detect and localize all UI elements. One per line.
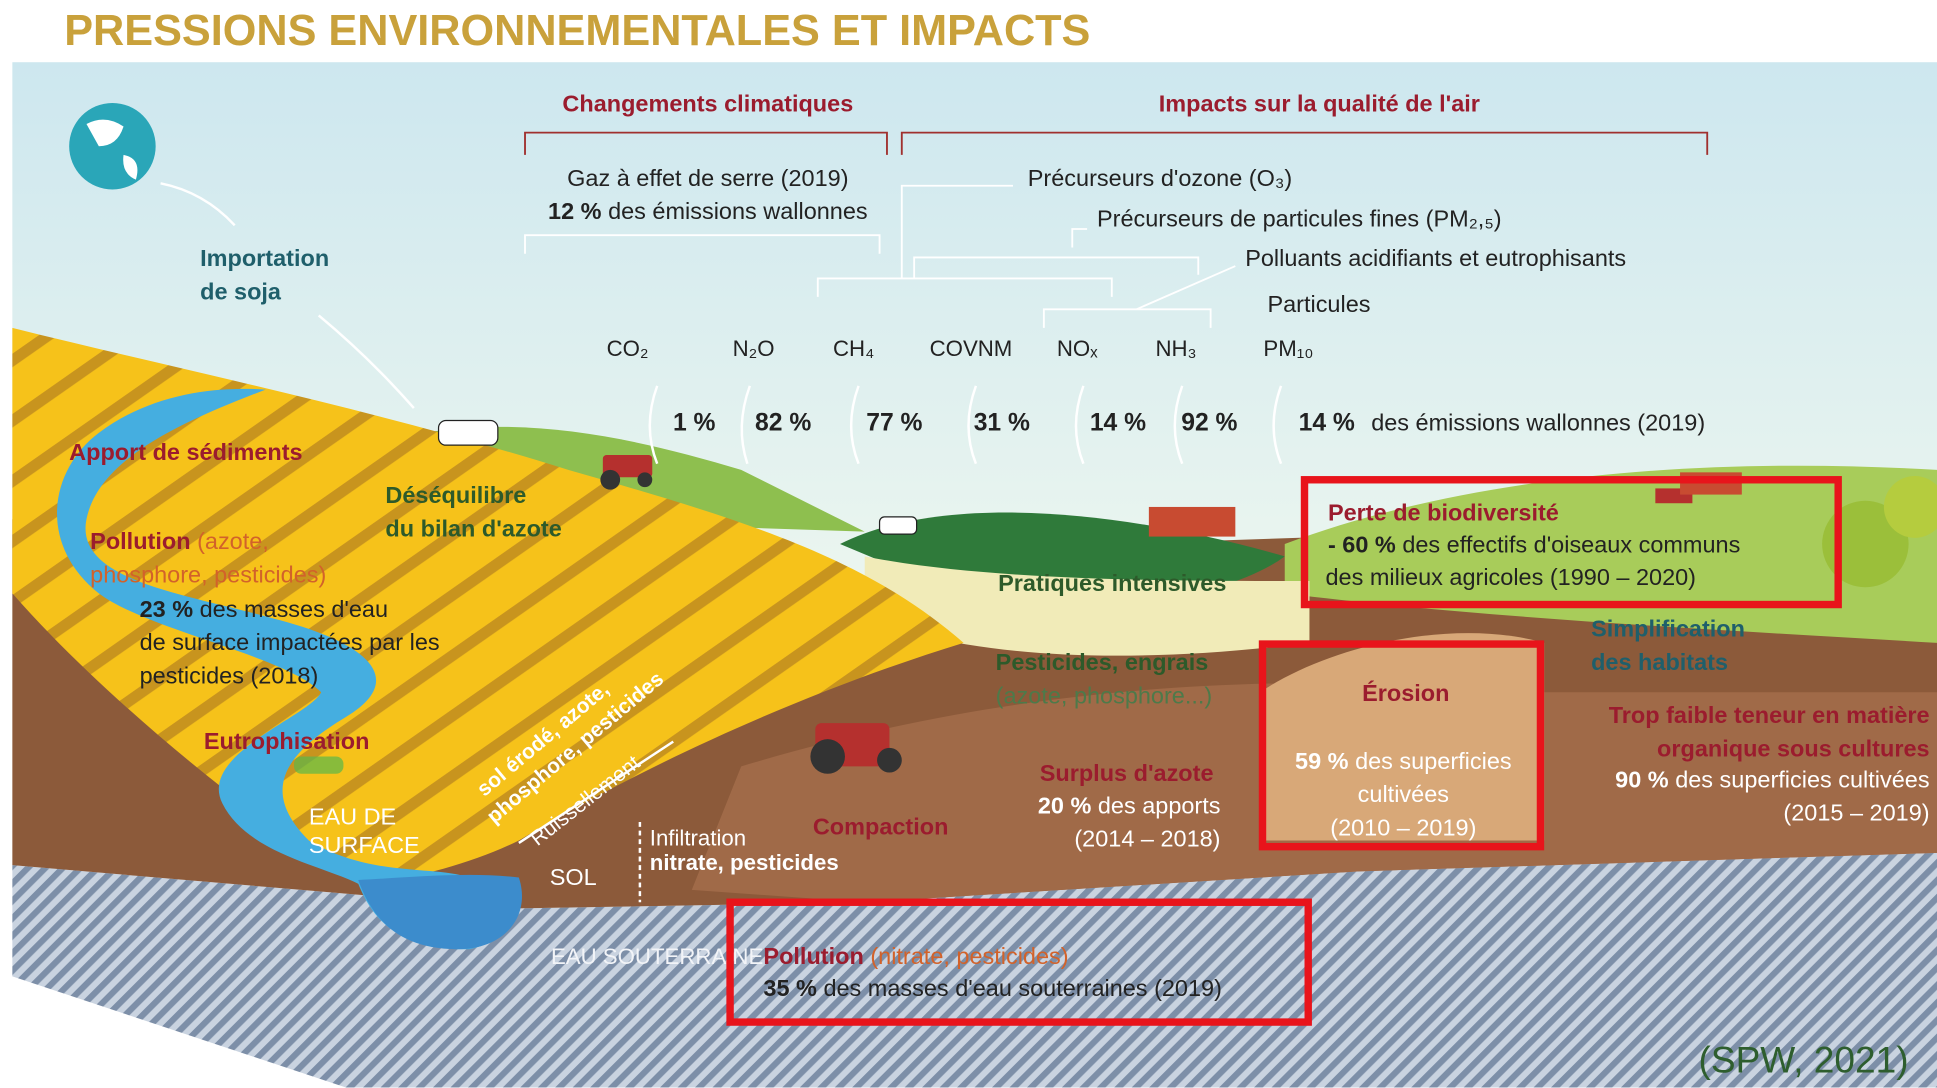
label-text: des superficies cultivées — [1675, 766, 1929, 792]
highlights — [726, 476, 1842, 1026]
emissions-note: des émissions wallonnes (2019) — [1371, 409, 1705, 435]
label: 59 % des superficies cultivées (2010 – 201… — [1295, 748, 1512, 841]
label-line: Déséquilibre — [385, 482, 526, 508]
label-text: des superficies — [1355, 748, 1512, 774]
label-text: (2010 – 2019) — [1330, 815, 1476, 841]
label-value: 90 % — [1615, 766, 1669, 792]
label-title: Trop faible teneur en matière — [1609, 702, 1930, 728]
label-detail: phosphore, pesticides) — [90, 561, 326, 587]
highlight-box — [1300, 476, 1842, 609]
label: Pratiques intensives — [998, 570, 1226, 596]
section-heading: Changements climatiques — [562, 91, 853, 117]
label: Pesticides, engrais (azote, phosphore...) — [996, 649, 1213, 708]
gas-label: CH₄ — [833, 336, 874, 361]
label-title: Pesticides, engrais — [996, 649, 1209, 675]
highlight-box — [1258, 640, 1545, 851]
label: 20 % des apports (2014 – 2018) — [1038, 792, 1221, 851]
group-label: Précurseurs de particules fines (PM₂,₅) — [1097, 206, 1502, 232]
group-label: Précurseurs d'ozone (O₃) — [1028, 165, 1292, 191]
label-value: 35 % — [763, 975, 817, 1001]
group-stat: 12 % des émissions wallonnes — [548, 198, 868, 224]
label: EAU DE SURFACE — [309, 803, 420, 857]
group-label: Particules — [1267, 291, 1370, 317]
label-text: des apports — [1098, 792, 1221, 818]
label: Infiltration nitrate, pesticides — [650, 825, 839, 875]
label-text: des masses d'eau souterraines (2019) — [823, 975, 1221, 1001]
label-line: de soja — [200, 278, 282, 304]
label: Pollution (nitrate, pesticides) — [763, 943, 1068, 969]
label: Déséquilibre du bilan d'azote — [385, 482, 561, 541]
gas-label: PM₁₀ — [1263, 336, 1313, 361]
label-line: Simplification — [1591, 616, 1745, 642]
label-title: organique sous cultures — [1657, 735, 1930, 761]
label-text: des masses d'eau — [200, 596, 388, 622]
label: Trop faible teneur en matière organique s… — [1609, 702, 1930, 761]
gas-share: 31 % — [974, 409, 1030, 436]
label-line: Importation — [200, 245, 329, 271]
section-heading: Impacts sur la qualité de l'air — [1159, 91, 1480, 117]
label-line: des habitats — [1591, 649, 1728, 675]
gas-label: NH₃ — [1155, 336, 1196, 361]
gas-share: 14 % — [1299, 409, 1355, 436]
label: Simplification des habitats — [1591, 616, 1745, 675]
label-value: 59 % — [1295, 748, 1349, 774]
label-title: Pollution — [763, 943, 863, 969]
label-value: 20 % — [1038, 792, 1092, 818]
landscape — [12, 62, 1937, 1088]
label-detail: (nitrate, pesticides) — [870, 943, 1068, 969]
label-detail: nitrate, pesticides — [650, 850, 839, 875]
label-value: - 60 % — [1328, 532, 1396, 558]
label: SOL — [550, 864, 597, 890]
label-text: des effectifs d'oiseaux communs — [1402, 532, 1740, 558]
gas-label: N₂O — [733, 336, 775, 361]
label: Érosion — [1362, 679, 1449, 706]
label-detail: (azote, phosphore...) — [996, 682, 1213, 708]
label-period: (2015 – 2019) — [1783, 800, 1929, 826]
label-text: pesticides (2018) — [140, 663, 319, 689]
label: 23 % des masses d'eau de surface impactée… — [140, 596, 440, 689]
label-line: SURFACE — [309, 832, 420, 858]
gas-label: CO₂ — [607, 336, 649, 361]
label-line: du bilan d'azote — [385, 516, 561, 542]
group-value: 12 % — [548, 198, 602, 224]
label: Compaction — [813, 813, 949, 839]
label-line: EAU DE — [309, 803, 396, 829]
highlight-box — [726, 898, 1312, 1026]
gas-share: 1 % — [673, 409, 716, 436]
gas-label: NOₓ — [1057, 336, 1098, 361]
label-period: (2014 – 2018) — [1074, 826, 1220, 852]
gas-share: 92 % — [1181, 409, 1237, 436]
title: PRESSIONS ENVIRONNEMENTALES ET IMPACTS — [64, 7, 1090, 55]
label: Perte de biodiversité — [1328, 500, 1559, 526]
group-label: Gaz à effet de serre (2019) — [567, 165, 848, 191]
label: 90 % des superficies cultivées (2015 – 20… — [1615, 766, 1929, 825]
label-text: de surface impactées par les — [140, 629, 440, 655]
gas-share: 14 % — [1090, 409, 1146, 436]
gas-share: 77 % — [866, 409, 922, 436]
label: - 60 % des effectifs d'oiseaux communs de… — [1326, 532, 1741, 590]
label-detail: (azote, — [197, 528, 269, 554]
label-text: des milieux agricoles (1990 – 2020) — [1326, 564, 1697, 590]
gas-share: 82 % — [755, 409, 811, 436]
label: Pollution (azote, phosphore, pesticides) — [90, 528, 326, 587]
label: Apport de sédiments — [69, 439, 302, 465]
label: Eutrophisation — [204, 728, 370, 754]
group-text: des émissions wallonnes — [608, 198, 868, 224]
gas-label: COVNM — [930, 336, 1013, 361]
label-value: 23 % — [140, 596, 194, 622]
label: Importation de soja — [200, 245, 329, 304]
group-label: Polluants acidifiants et eutrophisants — [1245, 245, 1626, 271]
label-text: cultivées — [1358, 781, 1449, 807]
label-title: Infiltration — [650, 825, 746, 850]
emissions: CO₂ N₂O CH₄ COVNM NOₓ NH₃ PM₁₀ 1 % 82 % … — [607, 336, 1706, 436]
label: 35 % des masses d'eau souterraines (2019… — [763, 975, 1221, 1001]
label: Surplus d'azote — [1040, 760, 1214, 786]
source: (SPW, 2021) — [1699, 1039, 1909, 1081]
label-title: Pollution — [90, 528, 190, 554]
